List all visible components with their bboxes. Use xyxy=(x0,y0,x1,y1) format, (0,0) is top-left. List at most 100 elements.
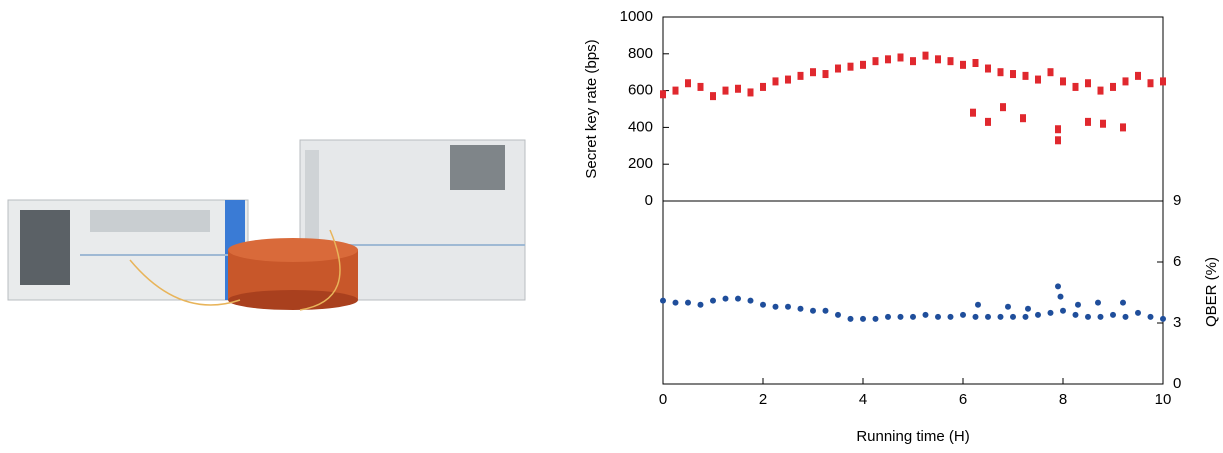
qber-point xyxy=(1122,313,1129,320)
key-rate-point xyxy=(922,51,929,60)
key-rate-point xyxy=(960,60,966,69)
key-rate-point xyxy=(710,92,716,101)
qber-point xyxy=(947,313,954,320)
qber-point xyxy=(822,307,829,314)
key-rate-point xyxy=(835,64,841,73)
qber-point xyxy=(1085,313,1091,320)
y-tick-label: 1000 xyxy=(620,8,653,25)
key-rate-point xyxy=(797,71,804,80)
key-rate-point xyxy=(822,70,829,79)
key-rate-point xyxy=(1110,82,1116,91)
qber-point xyxy=(860,315,866,322)
qber-point xyxy=(697,301,704,308)
key-rate-point xyxy=(1120,123,1126,132)
qber-point xyxy=(1047,309,1054,316)
qber-point xyxy=(935,313,941,320)
key-rate-point xyxy=(747,88,754,97)
qber-point xyxy=(1060,307,1066,314)
y-tick-label: 200 xyxy=(628,155,653,172)
key-rate-point xyxy=(1160,77,1166,86)
key-rate-point xyxy=(910,57,916,66)
qber-point xyxy=(897,313,904,320)
qber-point xyxy=(1010,313,1016,320)
qber-point xyxy=(872,315,879,322)
key-rate-point xyxy=(1135,71,1141,80)
key-rate-point xyxy=(1072,82,1079,91)
key-rate-point xyxy=(860,60,866,69)
qber-point xyxy=(1120,299,1126,306)
qber-point xyxy=(1072,311,1079,318)
key-rate-point xyxy=(985,64,991,73)
key-rate-point xyxy=(1085,79,1091,88)
key-rate-point xyxy=(935,55,941,64)
y-tick-label: 600 xyxy=(628,82,653,99)
y2-tick-label: 6 xyxy=(1173,253,1181,270)
key-rate-point xyxy=(785,75,791,84)
key-rate-point xyxy=(1147,79,1154,88)
qber-point xyxy=(1035,311,1041,318)
key-rate-point xyxy=(1122,77,1129,86)
key-rate-point xyxy=(722,86,729,95)
y2-tick-label: 0 xyxy=(1173,375,1181,392)
key-rate-point xyxy=(985,117,991,126)
key-rate-point xyxy=(1060,77,1066,86)
key-rate-point xyxy=(1010,70,1016,79)
qber-point xyxy=(1110,311,1116,318)
qber-point xyxy=(672,299,679,306)
key-rate-point xyxy=(810,68,816,77)
key-rate-point xyxy=(760,82,766,91)
qber-point xyxy=(1005,303,1011,310)
qber-point xyxy=(810,307,816,314)
key-rate-point xyxy=(970,108,976,117)
qber-point xyxy=(1075,301,1081,308)
key-rate-point xyxy=(1035,75,1041,84)
qber-point xyxy=(785,303,791,310)
y2-axis-label: QBER (%) xyxy=(1203,257,1220,327)
key-rate-point xyxy=(1100,119,1106,128)
y-axis-label: Secret key rate (bps) xyxy=(583,39,600,178)
key-rate-point xyxy=(1085,117,1091,126)
qber-point xyxy=(885,313,891,320)
qber-point xyxy=(760,301,766,308)
key-rate-point xyxy=(1047,68,1054,77)
qber-point xyxy=(685,299,691,306)
equipment-photo xyxy=(7,139,526,311)
qber-point xyxy=(660,297,666,304)
key-rate-point xyxy=(897,53,904,62)
qber-point xyxy=(985,313,991,320)
qber-point xyxy=(972,313,979,320)
qber-point xyxy=(1055,283,1061,290)
key-rate-point xyxy=(772,77,779,86)
x-axis-label: Running time (H) xyxy=(856,428,969,445)
key-rate-point xyxy=(697,82,704,91)
x-tick-label: 8 xyxy=(1059,391,1067,408)
key-rate-point xyxy=(997,68,1004,77)
qber-point xyxy=(747,297,754,304)
qber-point xyxy=(1097,313,1104,320)
qber-point xyxy=(1057,293,1064,300)
x-tick-label: 6 xyxy=(959,391,967,408)
qber-point xyxy=(772,303,779,310)
key-rate-point xyxy=(972,59,979,67)
x-tick-label: 4 xyxy=(859,391,867,408)
qber-point xyxy=(710,297,716,304)
key-rate-point xyxy=(1000,103,1006,112)
key-rate-point xyxy=(1055,136,1061,145)
key-rate-point xyxy=(847,62,854,71)
qber-point xyxy=(1147,313,1154,320)
key-rate-point xyxy=(672,86,679,95)
key-rate-point xyxy=(1055,125,1061,134)
key-rate-point xyxy=(885,55,891,64)
qber-point xyxy=(1022,313,1029,320)
y-tick-label: 0 xyxy=(645,192,653,209)
y-tick-label: 400 xyxy=(628,118,653,135)
qber-point xyxy=(835,311,841,318)
qber-point xyxy=(797,305,804,312)
key-rate-point xyxy=(1022,71,1029,80)
qber-point xyxy=(910,313,916,320)
qber-point xyxy=(735,295,741,302)
qber-point xyxy=(922,311,929,318)
key-rate-point xyxy=(872,57,879,66)
x-tick-label: 2 xyxy=(759,391,767,408)
